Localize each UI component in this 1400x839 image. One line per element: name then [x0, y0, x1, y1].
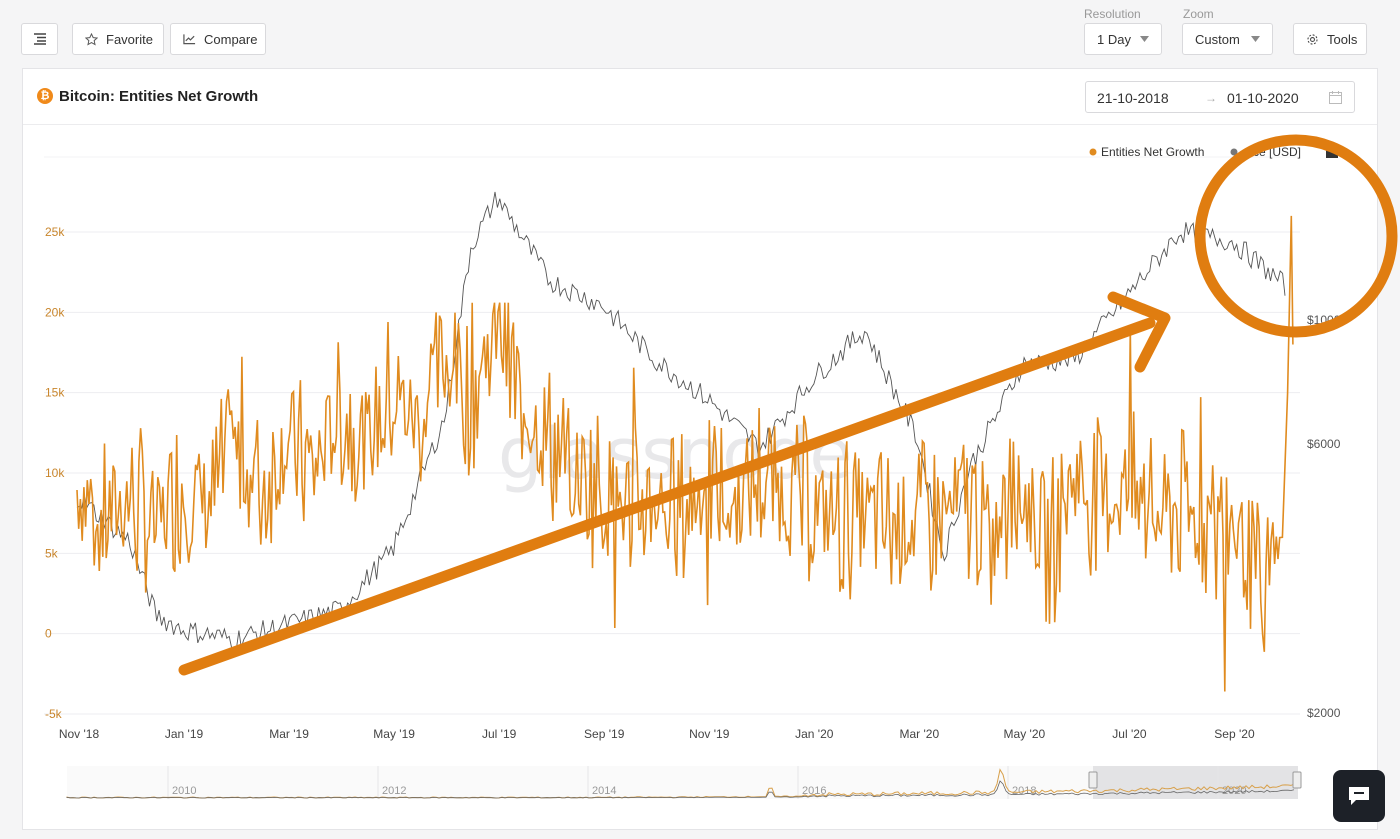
navigator-ticks: 2010 2012 2014 2016 2018 2020	[167, 766, 1246, 799]
caret-down-icon	[1251, 36, 1260, 42]
chart-panel: ₿ Bitcoin: Entities Net Growth 21-10-201…	[22, 68, 1378, 830]
annotation-trend-arrow-shaft	[178, 317, 1156, 676]
favorite-label: Favorite	[106, 31, 153, 47]
x-tick-label: Mar '19	[269, 727, 309, 741]
x-tick-label: May '19	[373, 727, 415, 741]
entities-net-growth-series-line	[76, 215, 1294, 692]
y-tick-label: 25k	[45, 225, 65, 239]
compare-button[interactable]: Compare	[170, 23, 266, 55]
y-tick-label: -5k	[45, 707, 63, 721]
panel-header: ₿ Bitcoin: Entities Net Growth 21-10-201…	[23, 69, 1377, 125]
resolution-select[interactable]: 1 Day	[1084, 23, 1162, 55]
date-arrow: →	[1205, 91, 1217, 105]
y2-tick-label: $2000	[1307, 706, 1341, 720]
chat-button[interactable]	[1333, 770, 1385, 822]
x-tick-label: Jan '20	[795, 727, 834, 741]
annotation-trend-arrow-head	[1107, 291, 1171, 373]
y-tick-label: 10k	[45, 466, 65, 480]
y-axis-left: -5k 0 5k 10k 15k 20k 25k	[45, 225, 65, 721]
line-chart-icon	[183, 34, 196, 45]
x-tick-label: Mar '20	[900, 727, 940, 741]
legend-marker-entities	[1089, 148, 1097, 156]
y-tick-label: 0	[45, 627, 52, 641]
date-from: 21-10-2018	[1097, 90, 1169, 106]
annotations	[178, 134, 1398, 676]
navigator-handle-left[interactable]	[1088, 771, 1098, 789]
annotation-circle	[1194, 134, 1398, 338]
y-axis-right: $2000$6000$10000	[1307, 313, 1347, 720]
navigator-handle-right[interactable]	[1292, 771, 1302, 789]
navigator-tick-label: 2012	[382, 785, 406, 797]
x-tick-label: Jul '19	[482, 727, 517, 741]
calendar-icon	[1329, 91, 1342, 104]
x-tick-label: Sep '20	[1214, 727, 1255, 741]
date-to: 01-10-2020	[1227, 90, 1299, 106]
x-tick-label: Nov '18	[59, 727, 100, 741]
star-icon	[85, 32, 98, 45]
chart-title: Bitcoin: Entities Net Growth	[59, 88, 259, 105]
x-axis: Nov '18 Jan '19 Mar '19 May '19 Jul '19 Sep '…	[59, 727, 1255, 741]
x-tick-label: Jan '19	[165, 727, 204, 741]
navigator-tick-label: 2010	[172, 785, 196, 797]
zoom-value: Custom	[1195, 31, 1240, 47]
y-tick-label: 20k	[45, 305, 65, 319]
legend-entities-net-growth[interactable]: Entities Net Growth	[1101, 145, 1204, 159]
x-tick-label: Nov '19	[689, 727, 730, 741]
y-tick-label: 15k	[45, 386, 65, 400]
navigator-tick-label: 2016	[802, 785, 826, 797]
navigator-selected-window[interactable]	[1093, 766, 1298, 799]
navigator-tick-label: 2014	[592, 785, 616, 797]
menu-toggle-button[interactable]	[21, 23, 58, 55]
y-tick-label: 5k	[45, 546, 59, 560]
gridlines	[44, 156, 1300, 715]
y2-tick-label: $6000	[1307, 437, 1341, 451]
top-toolbar: Favorite Compare Resolution 1 Day Zoom C…	[0, 0, 1400, 68]
navigator[interactable]: 2010 2012 2014 2016 2018 2020	[66, 766, 1302, 799]
x-tick-label: May '20	[1004, 727, 1046, 741]
zoom-label: Zoom	[1183, 7, 1214, 21]
caret-down-icon	[1140, 36, 1149, 42]
date-range-picker[interactable]: 21-10-2018 → 01-10-2020	[1085, 81, 1355, 113]
tools-label: Tools	[1327, 31, 1358, 47]
gear-icon	[1307, 33, 1318, 45]
x-tick-label: Jul '20	[1112, 727, 1147, 741]
resolution-label: Resolution	[1084, 7, 1141, 21]
chat-bubble-icon	[1349, 787, 1369, 805]
tools-button[interactable]: Tools	[1293, 23, 1367, 55]
favorite-button[interactable]: Favorite	[72, 23, 164, 55]
navigator-price-line	[66, 780, 1295, 799]
resolution-value: 1 Day	[1097, 31, 1131, 47]
zoom-select[interactable]: Custom	[1182, 23, 1273, 55]
bitcoin-icon: ₿	[37, 88, 53, 104]
x-tick-label: Sep '19	[584, 727, 625, 741]
legend-marker-price	[1230, 148, 1238, 156]
list-icon	[33, 33, 46, 45]
compare-label: Compare	[204, 31, 258, 47]
